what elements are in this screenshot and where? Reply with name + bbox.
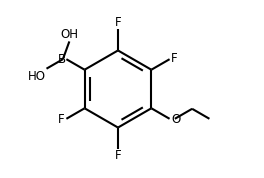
Text: F: F: [58, 113, 65, 126]
Text: O: O: [171, 113, 180, 126]
Text: F: F: [171, 52, 178, 65]
Text: OH: OH: [60, 28, 78, 41]
Text: F: F: [115, 15, 121, 28]
Text: F: F: [115, 150, 121, 163]
Text: B: B: [58, 53, 66, 66]
Text: HO: HO: [28, 70, 46, 83]
